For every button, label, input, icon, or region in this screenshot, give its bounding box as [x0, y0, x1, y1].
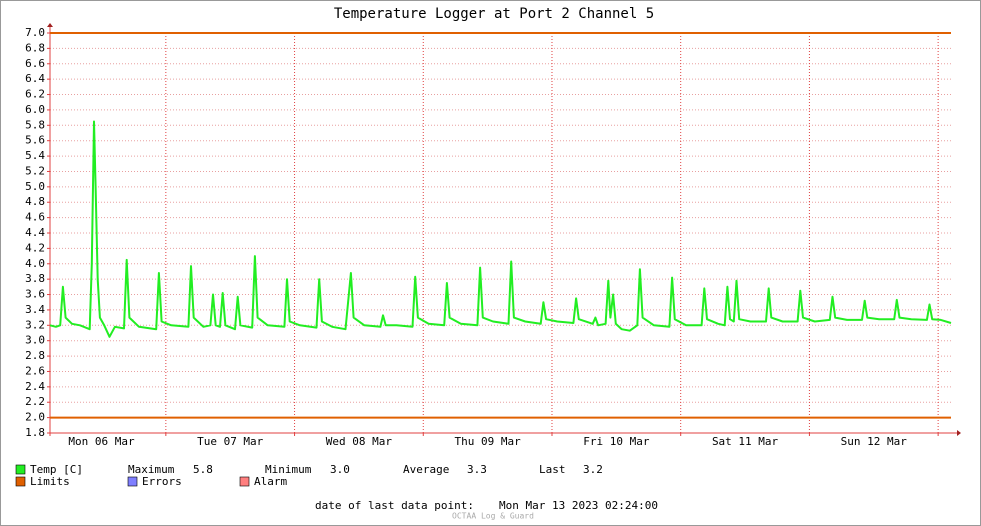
y-tick-label: 7.0 [25, 26, 45, 39]
stat-value: 3.3 [467, 463, 487, 476]
y-tick-label: 5.2 [25, 164, 45, 177]
x-tick-label: Tue 07 Mar [197, 435, 264, 448]
legend-swatch [127, 476, 138, 487]
legend-swatch [15, 476, 26, 487]
y-tick-label: 3.6 [25, 288, 45, 301]
y-tick-label: 2.2 [25, 395, 45, 408]
y-tick-label: 4.4 [25, 226, 45, 239]
y-tick-label: 3.0 [25, 334, 45, 347]
y-tick-label: 1.8 [25, 426, 45, 439]
y-tick-label: 6.0 [25, 103, 45, 116]
legend-label: Limits [30, 475, 70, 488]
y-tick-label: 2.4 [25, 380, 45, 393]
y-tick-label: 3.8 [25, 272, 45, 285]
x-tick-label: Sat 11 Mar [712, 435, 779, 448]
y-tick-label: 6.6 [25, 57, 45, 70]
legend-label: Alarm [254, 475, 287, 488]
arrow [957, 430, 961, 436]
x-tick-label: Mon 06 Mar [68, 435, 135, 448]
footer-label: date of last data point: [315, 499, 474, 512]
y-tick-label: 5.6 [25, 134, 45, 147]
footer-value: Mon Mar 13 2023 02:24:00 [499, 499, 658, 512]
y-tick-label: 6.2 [25, 88, 45, 101]
legend-swatch [239, 476, 250, 487]
y-tick-label: 4.0 [25, 257, 45, 270]
y-tick-label: 2.8 [25, 349, 45, 362]
stat-name: Last [539, 463, 566, 476]
stat-value: 3.2 [583, 463, 603, 476]
y-tick-label: 2.0 [25, 411, 45, 424]
y-tick-label: 5.0 [25, 180, 45, 193]
series-line [49, 120, 952, 338]
y-tick-label: 4.6 [25, 211, 45, 224]
legend-swatch [15, 464, 26, 475]
y-tick-label: 3.4 [25, 303, 45, 316]
legend-label: Errors [142, 475, 182, 488]
stat-name: Minimum [265, 463, 312, 476]
y-tick-label: 5.8 [25, 118, 45, 131]
legend-label: Temp [C] [30, 463, 83, 476]
arrow [47, 23, 53, 27]
y-tick-label: 6.4 [25, 72, 45, 85]
y-tick-label: 4.2 [25, 241, 45, 254]
stat-name: Maximum [128, 463, 175, 476]
y-tick-label: 2.6 [25, 364, 45, 377]
stat-name: Average [403, 463, 449, 476]
y-tick-label: 5.4 [25, 149, 45, 162]
x-tick-label: Sun 12 Mar [841, 435, 908, 448]
y-tick-label: 6.8 [25, 41, 45, 54]
watermark: OCTAA Log & Guard [452, 512, 534, 521]
stat-value: 5.8 [193, 463, 213, 476]
chart-title: Temperature Logger at Port 2 Channel 5 [334, 6, 654, 22]
y-tick-label: 4.8 [25, 195, 45, 208]
y-tick-label: 3.2 [25, 318, 45, 331]
x-tick-label: Wed 08 Mar [326, 435, 393, 448]
x-tick-label: Fri 10 Mar [583, 435, 650, 448]
x-tick-label: Thu 09 Mar [455, 435, 522, 448]
stat-value: 3.0 [330, 463, 350, 476]
